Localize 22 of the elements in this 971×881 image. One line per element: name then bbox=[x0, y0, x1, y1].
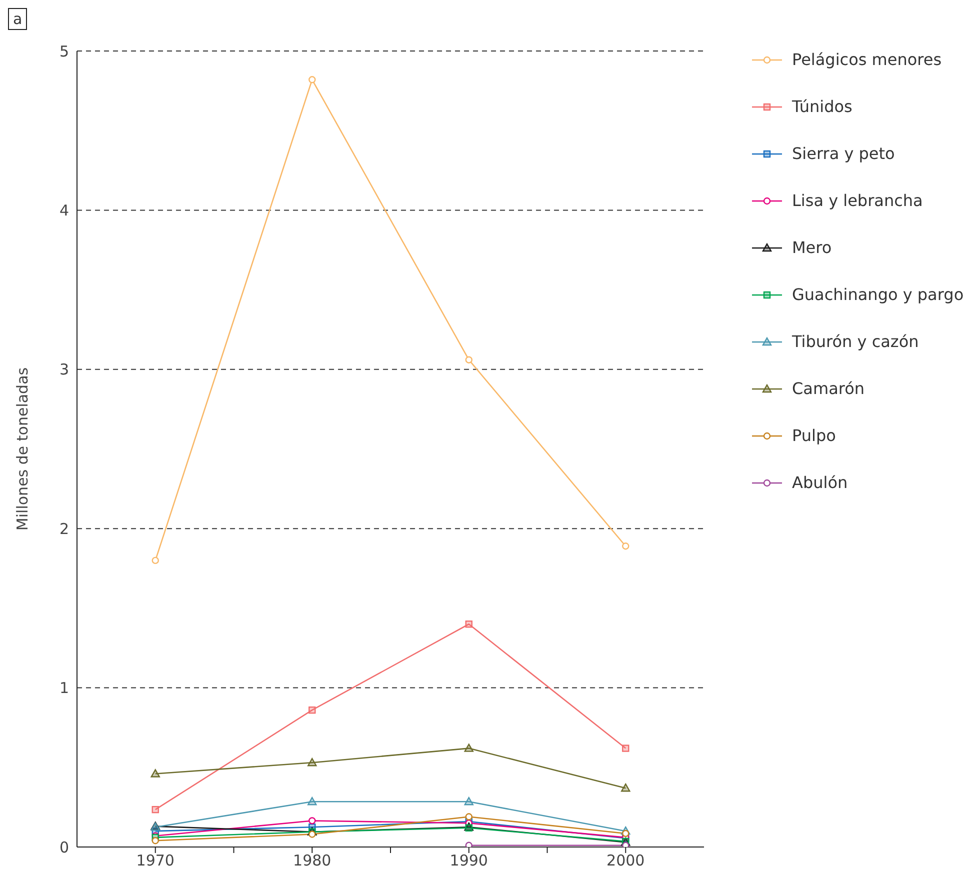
legend-label: Túnidos bbox=[792, 97, 852, 116]
y-axis-title: Millones de toneladas bbox=[13, 367, 32, 531]
y-tick-label: 1 bbox=[59, 679, 69, 698]
legend-label: Pelágicos menores bbox=[792, 50, 942, 69]
legend-label: Lisa y lebrancha bbox=[792, 191, 923, 210]
legend-label: Pulpo bbox=[792, 426, 836, 445]
text: a bbox=[8, 8, 28, 30]
y-tick-label: 0 bbox=[59, 838, 69, 856]
x-tick-label: 1990 bbox=[450, 852, 488, 870]
y-tick-label: 2 bbox=[59, 520, 69, 538]
legend-label: Abulón bbox=[792, 473, 848, 492]
x-tick-label: 1970 bbox=[136, 852, 174, 870]
y-tick-label: 5 bbox=[59, 42, 69, 60]
x-tick-label: 1980 bbox=[293, 852, 332, 870]
y-tick-label: 4 bbox=[59, 202, 69, 220]
legend-label: Mero bbox=[792, 238, 832, 257]
legend-label: Tiburón y cazón bbox=[792, 332, 919, 351]
legend-label: Sierra y peto bbox=[792, 144, 895, 163]
x-tick-label: 2000 bbox=[606, 852, 645, 870]
legend-label: Guachinango y pargo bbox=[792, 285, 964, 304]
y-tick-label: 3 bbox=[59, 360, 69, 379]
legend-label: Camarón bbox=[792, 379, 865, 398]
